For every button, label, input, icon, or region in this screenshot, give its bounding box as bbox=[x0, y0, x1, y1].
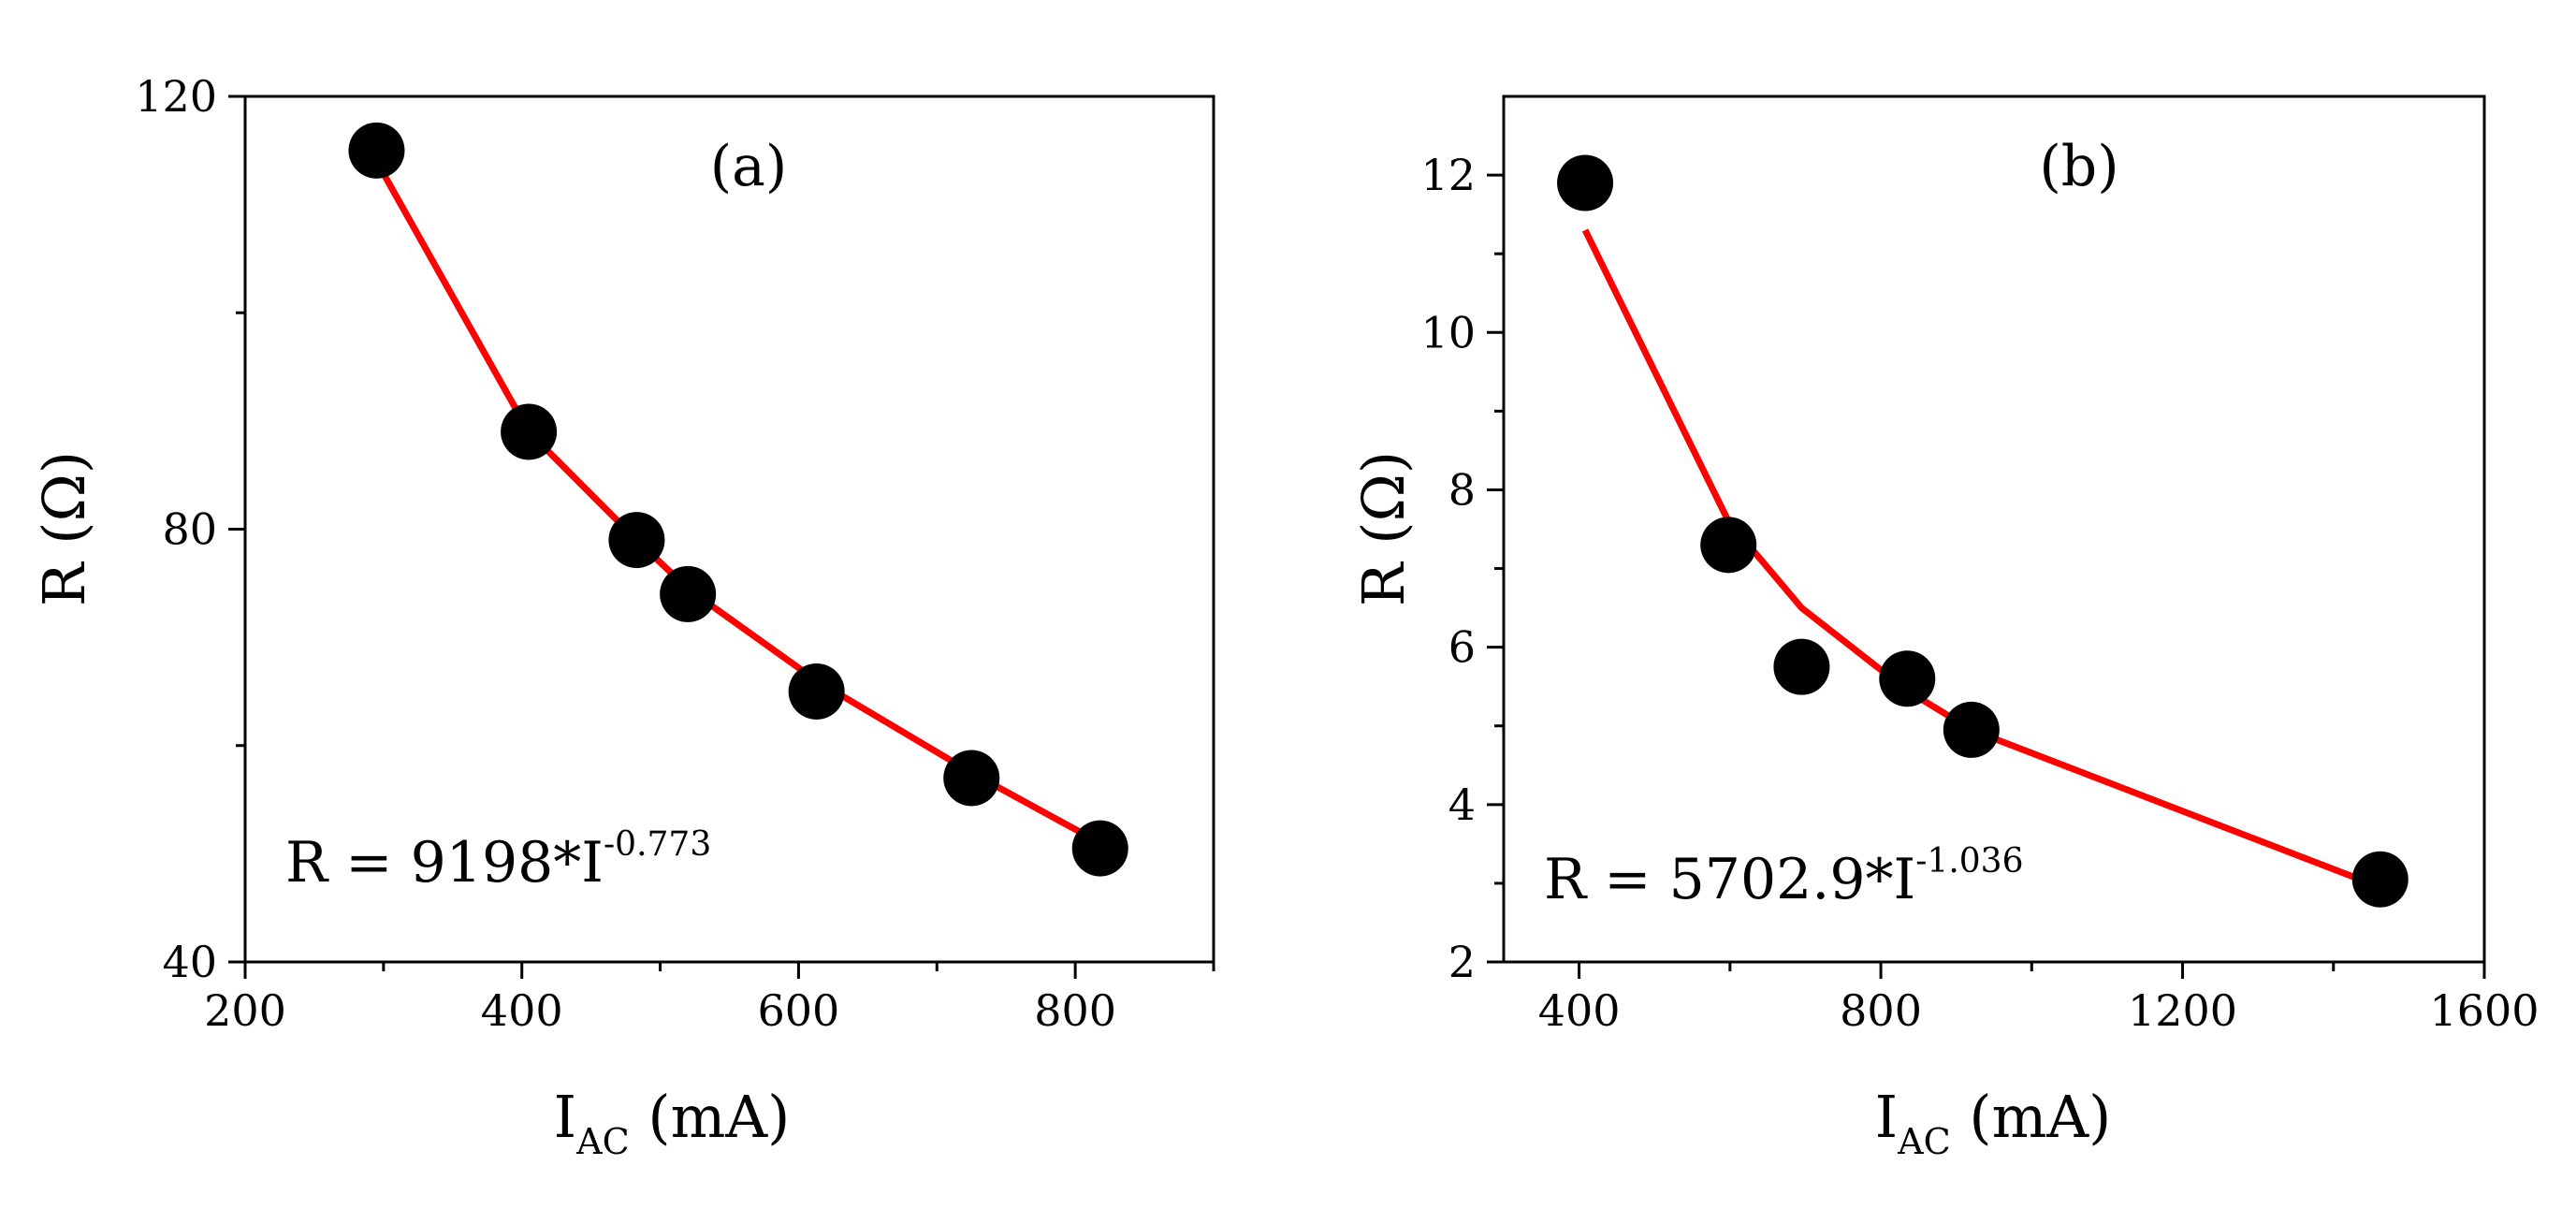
panel-a-y-tick-label: 80 bbox=[162, 504, 217, 555]
panel-b-x-tick-label: 1200 bbox=[2128, 985, 2237, 1036]
panel-b-x-tick-label: 400 bbox=[1538, 985, 1621, 1036]
panel-b-data-point bbox=[1700, 517, 1757, 574]
panel-b-ticks bbox=[1487, 173, 2486, 979]
panel-a-data-point bbox=[348, 122, 405, 179]
panel-b-equation: R = 5702.9*I-1.036 bbox=[1544, 842, 2023, 912]
panel-b-x-tick-label: 800 bbox=[1840, 985, 1922, 1036]
panel-b-plot-frame bbox=[1502, 95, 2486, 964]
panel-a-x-tick-label: 400 bbox=[481, 985, 563, 1036]
panel-b-x-title-unit: (mA) bbox=[1951, 1083, 2112, 1151]
panel-a-x-tick-label: 800 bbox=[1034, 985, 1116, 1036]
panel-b-data-point bbox=[1943, 701, 2000, 758]
panel-a-fit-line bbox=[373, 159, 1102, 846]
panel-b-y-tick-label: 12 bbox=[1420, 150, 1476, 200]
panel-a-data-point bbox=[788, 663, 845, 720]
panel-a-tick-labels: 200 400 600 800 40 80 120 bbox=[135, 71, 1116, 1036]
panel-b-x-axis-title: IAC (mA) bbox=[1875, 1083, 2112, 1162]
panel-b-data-point bbox=[1773, 638, 1830, 695]
panel-a-x-title-unit: (mA) bbox=[630, 1083, 791, 1151]
panel-a-equation-base: R = 9198*I bbox=[285, 830, 604, 896]
panel-a-data-point bbox=[501, 403, 558, 460]
panel-b-y-tick-label: 6 bbox=[1448, 622, 1476, 673]
panel-b-data-point bbox=[1557, 154, 1614, 211]
panel-a-equation-exponent: -0.773 bbox=[604, 825, 711, 864]
panel-a-data-point bbox=[608, 512, 665, 569]
panel-a-label: (a) bbox=[710, 134, 788, 199]
panel-b-equation-exponent: -1.036 bbox=[1915, 842, 2023, 881]
panel-b-data-point bbox=[2351, 851, 2409, 908]
panel-b-x-title-main: I bbox=[1875, 1083, 1899, 1151]
panel-a-x-axis-title: IAC (mA) bbox=[554, 1083, 791, 1162]
panel-a-y-axis-title: R (Ω) bbox=[30, 451, 98, 606]
panel-a-x-title-sub: AC bbox=[575, 1121, 630, 1162]
panel-b-data-points bbox=[1557, 154, 2409, 908]
panel-a-equation: R = 9198*I-0.773 bbox=[285, 825, 711, 896]
panel-b-x-tick-label: 1600 bbox=[2429, 985, 2539, 1036]
panel-a-x-tick-label: 200 bbox=[204, 985, 286, 1036]
panel-b-tick-labels: 400 800 1200 1600 2 4 6 8 10 12 bbox=[1420, 150, 2539, 1036]
panel-b-y-axis-title: R (Ω) bbox=[1349, 451, 1418, 606]
panel-a-y-tick-label: 40 bbox=[162, 937, 217, 987]
panel-b-y-tick-label: 8 bbox=[1448, 464, 1476, 515]
panel-a-chart: 200 400 600 800 40 80 120 (a) R = 9198*I-0.773… bbox=[30, 71, 1215, 1162]
panel-b-y-tick-label: 10 bbox=[1420, 307, 1476, 357]
panel-a-data-points bbox=[348, 122, 1128, 877]
panel-b-fit-line bbox=[1581, 228, 2382, 891]
panel-b-label: (b) bbox=[2039, 134, 2118, 199]
panel-a-data-point bbox=[660, 565, 717, 622]
panel-b-data-point bbox=[1879, 650, 1936, 707]
panel-a-data-point bbox=[1071, 820, 1128, 877]
panel-a-ticks bbox=[228, 95, 1215, 979]
panel-a-data-point bbox=[943, 750, 1000, 807]
panel-a-x-title-main: I bbox=[554, 1083, 577, 1151]
panel-b-chart: 400 800 1200 1600 2 4 6 8 10 12 (b) R = 5702.9*I-… bbox=[1349, 95, 2540, 1162]
panel-b-x-title-sub: AC bbox=[1897, 1121, 1951, 1162]
panel-b-y-tick-label: 4 bbox=[1448, 779, 1476, 830]
panel-a-y-tick-label: 120 bbox=[135, 71, 217, 122]
panel-a-x-tick-label: 600 bbox=[758, 985, 840, 1036]
panel-b-y-tick-label: 2 bbox=[1448, 937, 1476, 987]
panel-b-equation-base: R = 5702.9*I bbox=[1544, 847, 1915, 912]
